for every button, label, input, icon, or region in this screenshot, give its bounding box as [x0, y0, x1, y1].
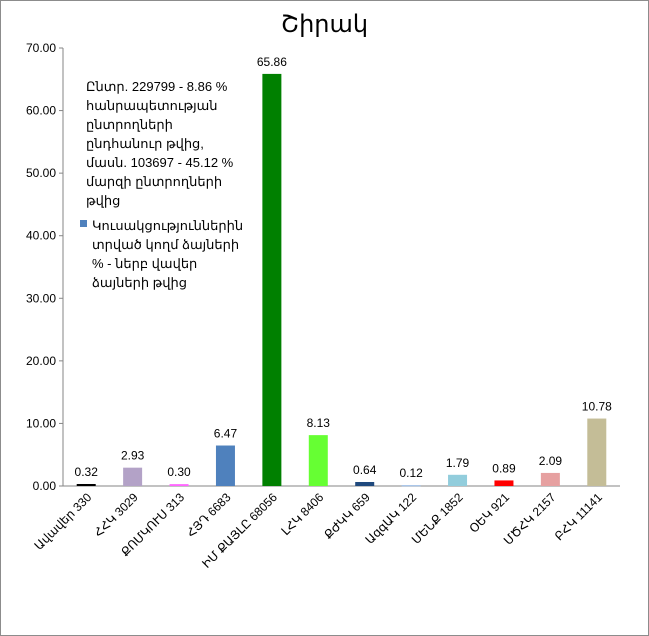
bar	[215, 445, 235, 486]
data-label: 2.93	[121, 449, 145, 463]
legend: Կուսակցություններին տրված կողմ ձայների %…	[80, 216, 250, 292]
data-label: 0.89	[492, 461, 516, 475]
legend-swatch	[80, 220, 87, 227]
bar	[540, 472, 560, 486]
y-tick-label: 0.00	[33, 479, 57, 493]
chart-title: Շիրակ	[280, 10, 369, 38]
data-label: 0.32	[75, 465, 99, 479]
x-tick-label: ՀՀԿ 3029	[91, 490, 141, 540]
bar	[448, 474, 468, 486]
bar	[76, 483, 96, 486]
x-tick-label: ՀՅԴ 6683	[184, 490, 234, 540]
y-tick-label: 20.00	[26, 354, 56, 368]
bar	[494, 480, 514, 486]
bar	[123, 467, 143, 486]
x-tick-label: Ավավեր 330	[32, 490, 95, 553]
bar	[401, 485, 421, 487]
data-label: 10.78	[582, 400, 612, 414]
y-tick-label: 30.00	[26, 291, 56, 305]
y-tick-label: 70.00	[26, 41, 56, 55]
bar	[169, 484, 189, 486]
bar	[587, 418, 607, 486]
bar	[355, 481, 375, 486]
x-tick-label: ԲՀԿ 11141	[552, 490, 605, 543]
data-label: 0.64	[353, 463, 377, 477]
data-label: 65.86	[257, 55, 287, 69]
data-label: 2.09	[539, 454, 563, 468]
x-tick-label: ԼՀԿ 8406	[278, 490, 326, 538]
data-label: 8.13	[307, 416, 331, 430]
legend-entry-label: Կուսակցություններին տրված կողմ ձայների %…	[92, 218, 244, 290]
data-label: 0.12	[399, 466, 423, 480]
y-tick-label: 60.00	[26, 104, 56, 118]
bar	[308, 435, 328, 486]
data-label: 1.79	[446, 456, 470, 470]
chart-annotation: Ընտր. 229799 - 8.86 % հանրապետության ընտ…	[86, 79, 234, 208]
x-tick-label: ՕԵԿ 921	[467, 490, 513, 536]
y-tick-label: 10.00	[26, 416, 56, 430]
y-tick-label: 40.00	[26, 229, 56, 243]
data-label: 6.47	[214, 427, 238, 441]
y-tick-label: 50.00	[26, 166, 56, 180]
data-label: 0.30	[167, 465, 191, 479]
bar	[262, 73, 282, 486]
